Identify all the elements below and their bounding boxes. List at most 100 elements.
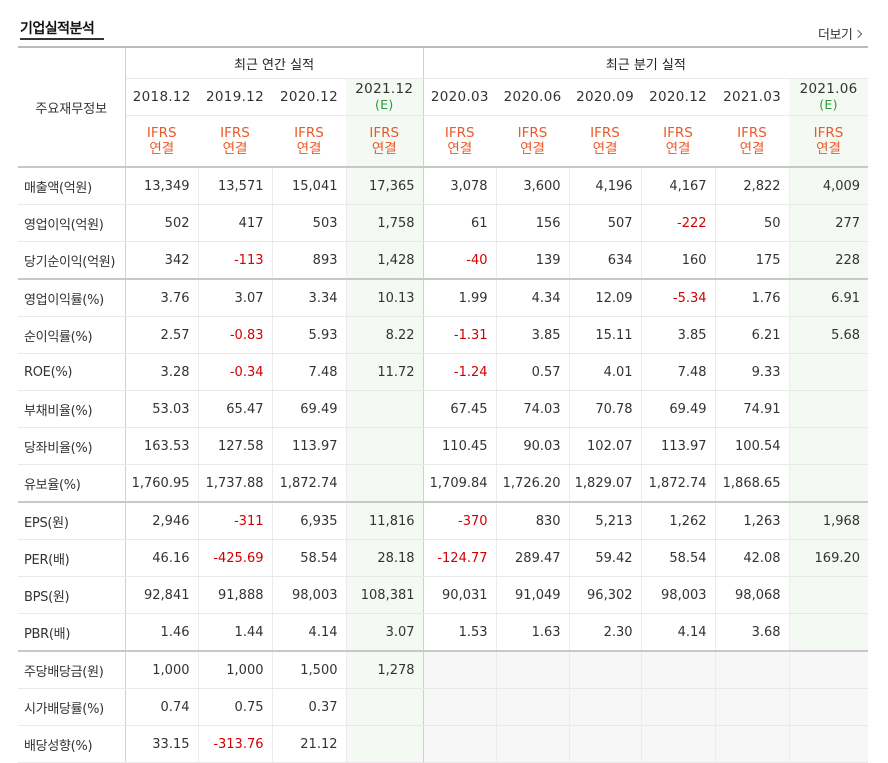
table-cell: 11,816 bbox=[345, 501, 424, 540]
period-header: 2018.12 bbox=[125, 78, 198, 116]
table-cell: 1,758 bbox=[345, 204, 424, 242]
table-row: 당기순이익(억원) 342 -113 893 1,428 -40 139 634 160 175 2… bbox=[18, 241, 869, 280]
table-cell: 1,737.88 bbox=[197, 464, 272, 503]
period-header: 2020.12 bbox=[272, 78, 346, 116]
consolidated-label: 연결 bbox=[149, 141, 175, 157]
consolidated-label: 연결 bbox=[296, 141, 322, 157]
consolidated-label: 연결 bbox=[520, 141, 545, 157]
period-label: 2020.12 bbox=[280, 88, 338, 105]
table-row: 당좌비율(%) 163.53 127.58 113.97 110.45 90.03 102.… bbox=[18, 427, 869, 465]
table-cell: 92,841 bbox=[125, 576, 198, 614]
table-cell: 17,365 bbox=[345, 166, 424, 205]
period-header: 2021.03 bbox=[715, 78, 790, 116]
more-link[interactable]: 더보기 bbox=[818, 24, 863, 43]
ifrs-label: IFRS bbox=[220, 125, 250, 141]
table-cell: 0.57 bbox=[495, 353, 570, 391]
table-cell: 127.58 bbox=[197, 427, 272, 465]
table-cell: 830 bbox=[495, 501, 570, 540]
period-row: 2018.12 2019.12 2020.12 2021.12 (E) 2020.03 20… bbox=[18, 78, 869, 116]
table-cell: 277 bbox=[788, 204, 869, 242]
table-cell: 98,003 bbox=[640, 576, 716, 614]
table-row: BPS(원) 92,841 91,888 98,003 108,381 90,031 91,… bbox=[18, 576, 869, 614]
row-label: 당좌비율(%) bbox=[18, 427, 126, 465]
table-cell: 4.14 bbox=[640, 613, 716, 652]
table-cell: 42.08 bbox=[714, 539, 790, 577]
period-label: 2020.12 bbox=[649, 88, 707, 105]
table-cell: 4.01 bbox=[568, 353, 642, 391]
table-cell: 1,872.74 bbox=[640, 464, 716, 503]
table-row: EPS(원) 2,946 -311 6,935 11,816 -370 830 5,213 1,… bbox=[18, 501, 869, 540]
table-cell: 289.47 bbox=[495, 539, 570, 577]
table-cell: 96,302 bbox=[568, 576, 642, 614]
table-cell: 503 bbox=[271, 204, 346, 242]
table-row: PBR(배) 1.46 1.44 4.14 3.07 1.53 1.63 2.30 4.14 3.… bbox=[18, 613, 869, 652]
table-cell bbox=[422, 688, 497, 726]
table-cell: 108,381 bbox=[345, 576, 424, 614]
table-cell: 342 bbox=[125, 241, 198, 280]
table-cell bbox=[568, 725, 642, 763]
table-cell: 156 bbox=[495, 204, 570, 242]
table-cell: 3.07 bbox=[197, 278, 272, 317]
ifrs-label: IFRS bbox=[737, 125, 767, 141]
table-cell: -222 bbox=[640, 204, 716, 242]
ifrs-label: IFRS bbox=[517, 125, 548, 141]
table-cell bbox=[640, 725, 716, 763]
table-cell bbox=[788, 353, 869, 391]
row-label: 영업이익(억원) bbox=[18, 204, 126, 242]
table-cell bbox=[788, 650, 869, 689]
table-cell: 7.48 bbox=[640, 353, 716, 391]
estimate-label: (E) bbox=[374, 97, 394, 112]
table-cell bbox=[495, 725, 570, 763]
table-cell: 11.72 bbox=[345, 353, 424, 391]
consolidated-label: 연결 bbox=[665, 141, 691, 157]
table-row: 시가배당률(%) 0.74 0.75 0.37 bbox=[18, 688, 869, 726]
period-label: 2021.06 bbox=[799, 81, 858, 97]
table-cell bbox=[714, 688, 790, 726]
table-cell: 9.33 bbox=[714, 353, 790, 391]
table-cell: 13,349 bbox=[125, 166, 198, 205]
estimate-label: (E) bbox=[819, 97, 838, 112]
ifrs-header: IFRS 연결 bbox=[423, 115, 497, 168]
table-cell bbox=[788, 576, 869, 614]
table-row: 영업이익(억원) 502 417 503 1,758 61 156 507 -222 50 277 bbox=[18, 204, 869, 242]
table-cell: 1.76 bbox=[714, 278, 790, 317]
table-cell: 91,888 bbox=[197, 576, 272, 614]
table-cell: 98,003 bbox=[271, 576, 346, 614]
row-label: 매출액(억원) bbox=[18, 166, 126, 205]
row-label: 순이익률(%) bbox=[18, 316, 126, 354]
table-cell bbox=[714, 650, 790, 689]
table-cell: 1,829.07 bbox=[568, 464, 642, 503]
table-cell bbox=[495, 650, 570, 689]
ifrs-header: IFRS 연결 bbox=[715, 115, 790, 168]
table-cell: 4,196 bbox=[568, 166, 642, 205]
table-cell: 1,500 bbox=[271, 650, 346, 689]
consolidated-label: 연결 bbox=[371, 141, 397, 157]
table-cell bbox=[345, 464, 424, 503]
table-cell: 13,571 bbox=[197, 166, 272, 205]
quarter-group-header: 최근 분기 실적 bbox=[423, 46, 869, 79]
table-cell: 1.46 bbox=[125, 613, 198, 652]
table-cell bbox=[568, 650, 642, 689]
table-cell: 163.53 bbox=[125, 427, 198, 465]
table-cell: 4,167 bbox=[640, 166, 716, 205]
ifrs-header: IFRS 연결 bbox=[789, 115, 869, 168]
ifrs-label: IFRS bbox=[590, 125, 620, 141]
table-cell: 91,049 bbox=[495, 576, 570, 614]
financial-table: 주요재무정보 최근 연간 실적 최근 분기 실적 2018.12 2019.12 2… bbox=[18, 46, 869, 763]
table-cell: 6.91 bbox=[788, 278, 869, 317]
table-cell: 1,760.95 bbox=[125, 464, 198, 503]
table-cell: 2.57 bbox=[125, 316, 198, 354]
row-label: ROE(%) bbox=[18, 353, 126, 391]
table-cell: 5,213 bbox=[568, 501, 642, 540]
period-header: 2020.03 bbox=[423, 78, 497, 116]
period-label: 2020.06 bbox=[503, 88, 562, 105]
table-cell: 1.99 bbox=[422, 278, 497, 317]
table-body: 매출액(억원) 13,349 13,571 15,041 17,365 3,078 3,60… bbox=[18, 166, 869, 763]
table-cell: 113.97 bbox=[640, 427, 716, 465]
table-cell: 1,263 bbox=[714, 501, 790, 540]
table-cell: 3,078 bbox=[422, 166, 497, 205]
table-cell: 2,946 bbox=[125, 501, 198, 540]
annual-group-header: 최근 연간 실적 bbox=[125, 46, 424, 79]
ifrs-label: IFRS bbox=[369, 125, 400, 141]
table-cell: 59.42 bbox=[568, 539, 642, 577]
